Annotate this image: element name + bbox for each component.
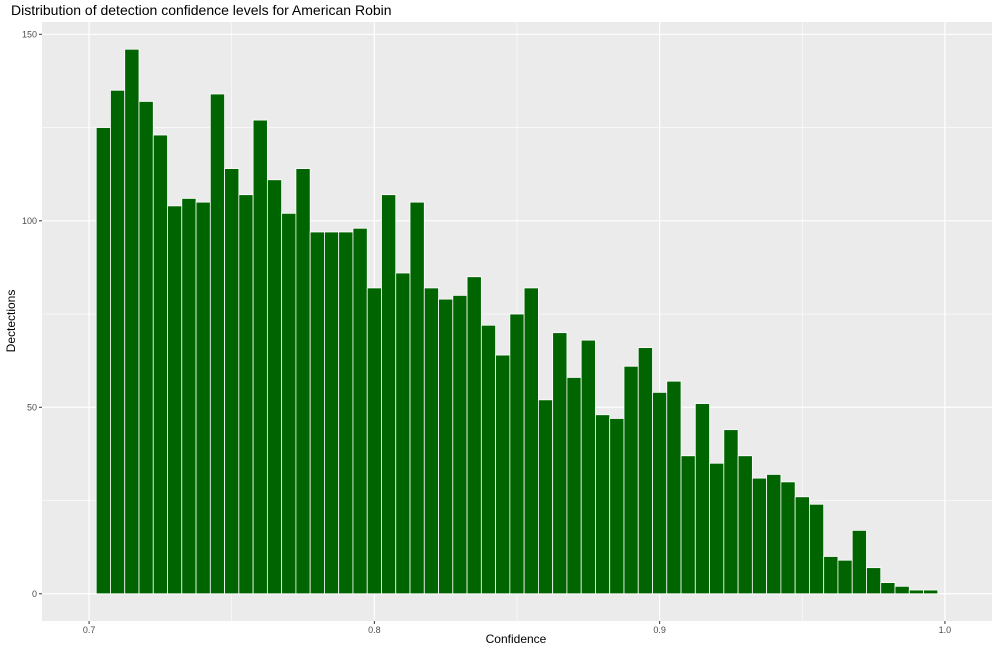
histogram-bar <box>152 134 168 595</box>
histogram-bar <box>181 198 197 595</box>
histogram-bar <box>694 403 710 595</box>
histogram-bar <box>309 231 325 595</box>
histogram-bar <box>209 93 225 595</box>
histogram-bar <box>595 414 611 595</box>
histogram-bar <box>110 89 126 595</box>
histogram-bar <box>381 194 397 595</box>
histogram-bar <box>566 377 582 595</box>
x-tick-label: 0.9 <box>653 625 666 635</box>
histogram-bar <box>466 276 482 595</box>
histogram-bars <box>95 48 939 595</box>
histogram-bar <box>923 589 939 595</box>
chart-title: Distribution of detection confidence lev… <box>11 2 392 18</box>
histogram-bar <box>95 127 111 595</box>
histogram-bar <box>195 201 211 595</box>
x-tick-label: 0.7 <box>83 625 96 635</box>
histogram-bar <box>780 481 796 595</box>
histogram-bar <box>266 179 283 595</box>
histogram-bar <box>580 339 596 595</box>
y-axis-title: Dectections <box>4 290 18 353</box>
histogram-bar <box>281 212 297 595</box>
histogram-bar <box>537 399 554 595</box>
histogram-bar <box>908 589 924 595</box>
histogram-bar <box>238 194 254 595</box>
histogram-bar <box>409 201 425 595</box>
histogram-bar <box>794 496 810 595</box>
histogram-bar <box>295 168 311 595</box>
histogram-bar <box>352 227 368 595</box>
x-axis: 0.7 0.8 0.9 1.0 <box>83 621 951 635</box>
histogram-bar <box>894 585 910 595</box>
histogram-bar <box>866 567 882 595</box>
histogram-bar <box>623 365 639 595</box>
histogram-bar <box>680 455 696 595</box>
histogram-bar <box>509 313 525 595</box>
histogram-bar <box>709 462 725 595</box>
x-axis-title: Confidence <box>486 632 547 646</box>
histogram-bar <box>495 354 511 595</box>
x-tick-label: 0.8 <box>368 625 381 635</box>
histogram-bar <box>338 231 354 595</box>
histogram-bar <box>837 559 853 595</box>
histogram-bar <box>423 287 439 595</box>
histogram-bar <box>809 503 825 595</box>
histogram-bar <box>652 391 668 595</box>
histogram-bar <box>167 205 183 595</box>
histogram-bar <box>224 168 240 595</box>
y-tick-label: 50 <box>27 402 37 412</box>
histogram-bar <box>138 101 154 595</box>
histogram-bar <box>823 556 839 595</box>
y-tick-label: 0 <box>32 589 37 599</box>
histogram-bar <box>452 294 468 595</box>
histogram-bar <box>851 529 867 595</box>
histogram-bar <box>637 347 653 595</box>
histogram-bar <box>552 332 568 595</box>
histogram-bar <box>366 287 382 595</box>
histogram-bar <box>124 48 140 595</box>
histogram-bar <box>766 474 782 595</box>
histogram-bar <box>666 380 682 595</box>
y-axis: 0 50 100 150 <box>22 29 42 599</box>
histogram-bar <box>723 429 739 595</box>
histogram-bar <box>252 119 268 595</box>
histogram-bar <box>609 418 625 595</box>
y-tick-label: 150 <box>22 29 37 39</box>
histogram-bar <box>523 287 539 595</box>
histogram-bar <box>737 455 753 595</box>
histogram-bar <box>751 477 768 595</box>
histogram-bar <box>324 231 340 595</box>
histogram-bar <box>480 324 497 595</box>
x-tick-label: 1.0 <box>939 625 952 635</box>
histogram-bar <box>438 298 454 595</box>
histogram-bar <box>880 582 896 595</box>
histogram-bar <box>395 272 411 595</box>
y-tick-label: 100 <box>22 216 37 226</box>
